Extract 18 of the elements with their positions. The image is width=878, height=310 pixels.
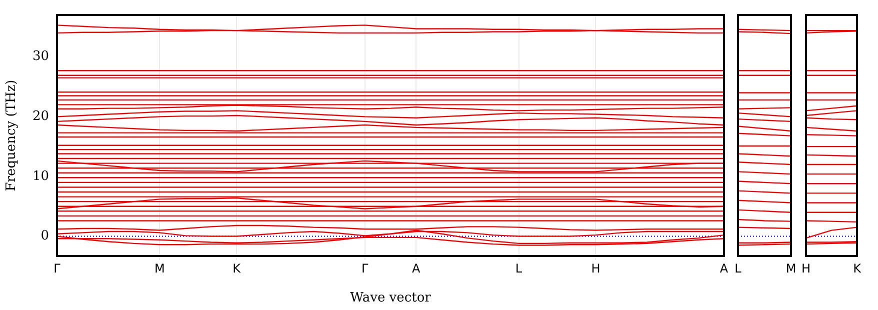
y-tick-label: 10 — [32, 168, 49, 184]
x-tick-label: Γ — [54, 261, 61, 276]
x-axis-title: Wave vector — [350, 290, 432, 306]
x-tick-label: L — [734, 261, 742, 276]
x-tick-label: A — [412, 261, 422, 276]
x-tick-label: M — [154, 261, 165, 276]
x-tick-label: L — [515, 261, 522, 276]
y-tick-label: 0 — [40, 228, 49, 244]
x-tick-label: K — [853, 261, 862, 276]
x-tick-label: A — [720, 261, 729, 276]
x-tick-label: H — [801, 261, 811, 276]
y-tick-label: 20 — [32, 109, 49, 124]
y-tick-label: 30 — [32, 49, 49, 64]
x-tick-label: M — [786, 261, 796, 276]
x-tick-label: Γ — [362, 261, 368, 276]
x-tick-label: H — [591, 261, 600, 276]
x-tick-label: K — [232, 261, 242, 276]
y-axis-title: Frequency (THz) — [4, 80, 20, 192]
